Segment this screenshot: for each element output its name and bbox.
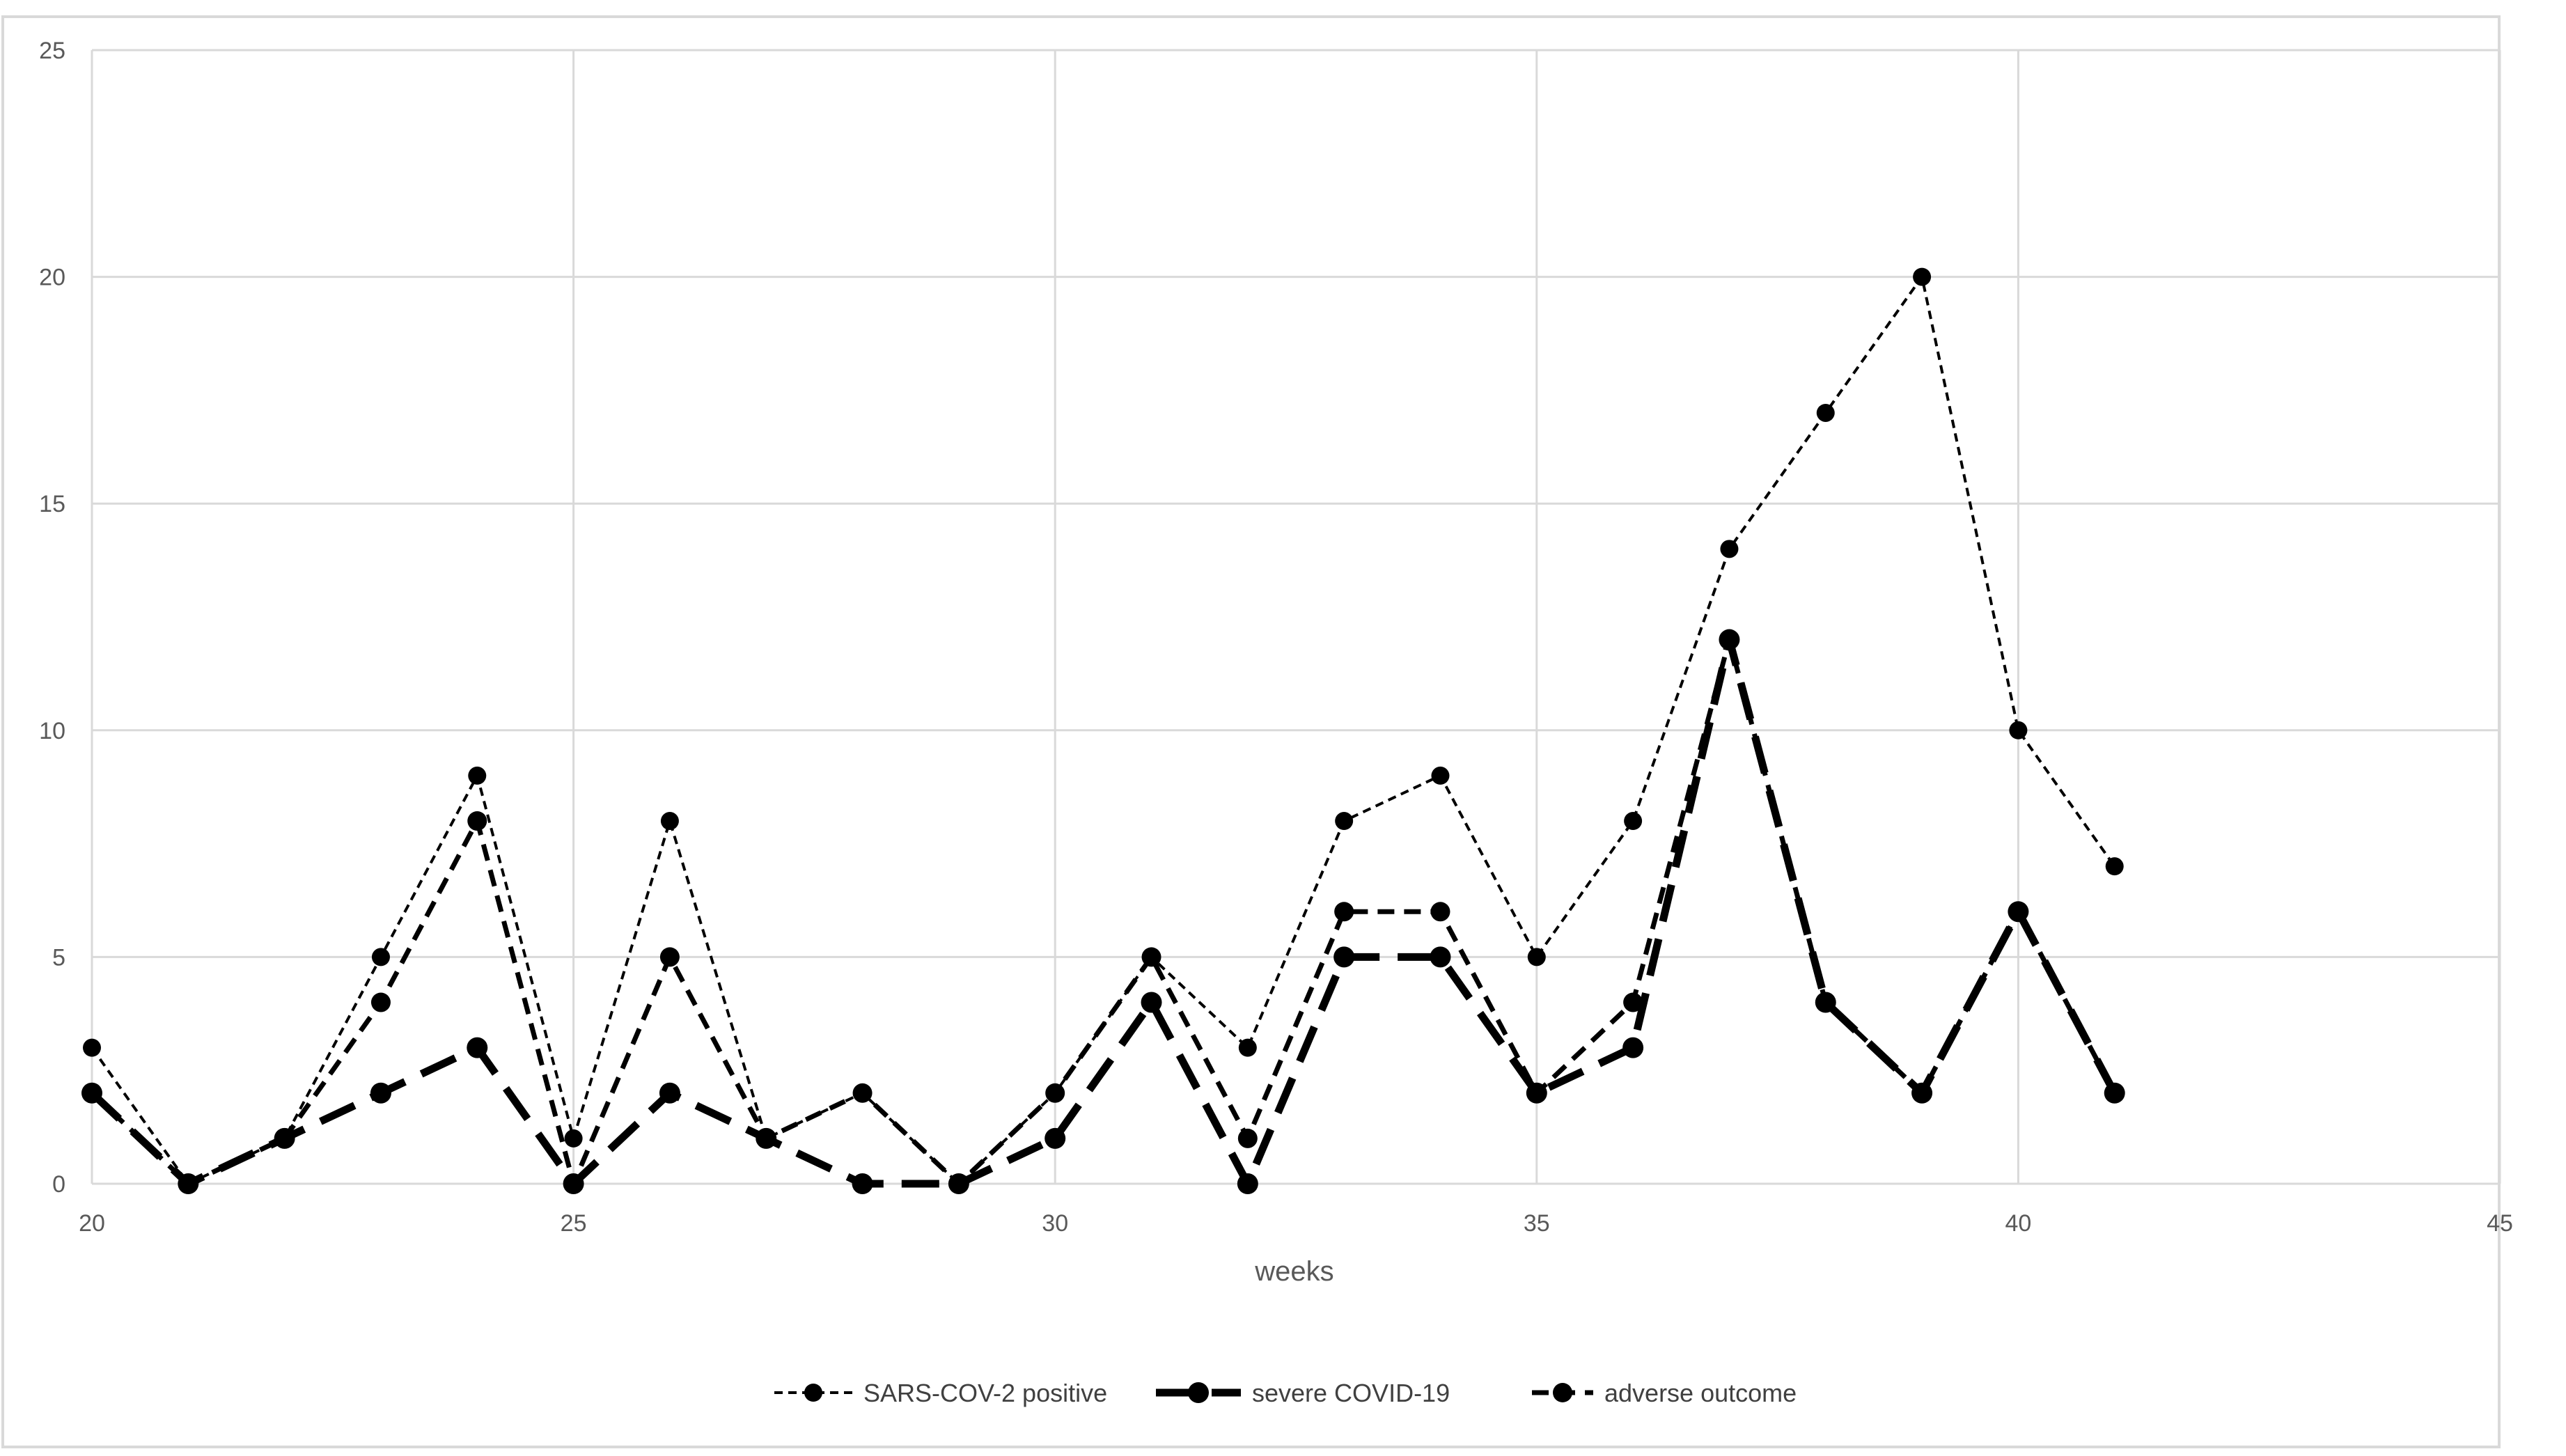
data-point [1720,540,1739,558]
data-point [949,1175,968,1193]
data-point [660,812,679,831]
data-point [1333,946,1355,968]
data-point [1913,267,1932,286]
y-tick-label: 20 [39,265,65,291]
data-point [1430,946,1451,968]
data-point [1431,766,1450,785]
legend-item: SARS-COV-2 positive [774,1379,1107,1407]
legend: SARS-COV-2 positive severe COVID-19 advers… [774,1379,1797,1407]
data-point [1527,948,1546,966]
data-point [852,1173,873,1194]
x-axis-title: weeks [1254,1256,1333,1287]
data-point [1335,812,1354,831]
tick-labels: 0 5 10 15 20 25 20 25 30 35 40 45 [39,38,2513,1237]
data-point [1430,902,1450,922]
y-tick-label: 5 [52,944,65,971]
data-point [275,1129,294,1148]
data-point [1622,1037,1644,1058]
data-point [1912,1083,1932,1103]
y-tick-label: 15 [39,491,65,517]
data-point [1141,992,1162,1013]
y-tick-label: 25 [39,38,65,64]
legend-swatch-marker [1188,1382,1209,1403]
y-tick-label: 10 [39,718,65,744]
series-line [91,275,2116,1185]
data-point [371,948,390,966]
x-tick-label: 45 [2487,1210,2513,1237]
data-point [2105,857,2124,876]
legend-item: severe COVID-19 [1156,1379,1450,1407]
data-point [2009,721,2028,739]
legend-swatch-marker [804,1384,822,1402]
data-point [564,1129,583,1148]
data-point [1045,1127,1066,1149]
series-line [89,636,2118,1188]
data-point [1238,1038,1257,1057]
data-point [2008,902,2028,922]
data-point [757,1129,776,1148]
data-point [659,947,680,967]
data-point [659,1082,680,1104]
grid-lines [91,49,2501,1184]
legend-label: severe COVID-19 [1252,1379,1450,1407]
data-point [370,992,391,1012]
data-point [1237,1173,1258,1194]
data-point [1816,403,1835,422]
data-point [1046,1083,1065,1102]
data-point [1624,812,1643,831]
legend-label: SARS-COV-2 positive [863,1379,1107,1407]
data-point [1815,992,1836,1012]
data-point [1334,902,1354,922]
data-point [467,811,487,831]
x-tick-label: 20 [79,1210,105,1237]
x-tick-label: 25 [561,1210,587,1237]
data-point [82,1083,102,1103]
data-series [81,267,2125,1194]
series-1 [81,629,2125,1194]
series-2 [82,629,2125,1193]
data-point [563,1174,584,1193]
legend-swatch-marker [1553,1383,1572,1402]
y-tick-label: 0 [52,1171,65,1198]
legend-item: adverse outcome [1532,1379,1797,1407]
series-line [90,637,2117,1187]
data-point [467,1037,488,1058]
data-point [2104,1083,2125,1103]
data-point [468,766,487,785]
x-tick-label: 35 [1524,1210,1550,1237]
data-point [1237,1128,1258,1148]
data-point [83,1038,101,1057]
x-tick-label: 40 [2005,1210,2031,1237]
series-0 [83,267,2124,1193]
data-point [1526,1083,1547,1103]
data-point [1623,992,1643,1012]
x-tick-label: 30 [1042,1210,1068,1237]
data-point [1719,629,1739,650]
legend-label: adverse outcome [1604,1379,1797,1407]
chart-border [1,15,2501,1448]
data-point [1142,948,1161,966]
data-point [853,1083,872,1102]
data-point [370,1082,391,1104]
data-point [179,1175,198,1193]
